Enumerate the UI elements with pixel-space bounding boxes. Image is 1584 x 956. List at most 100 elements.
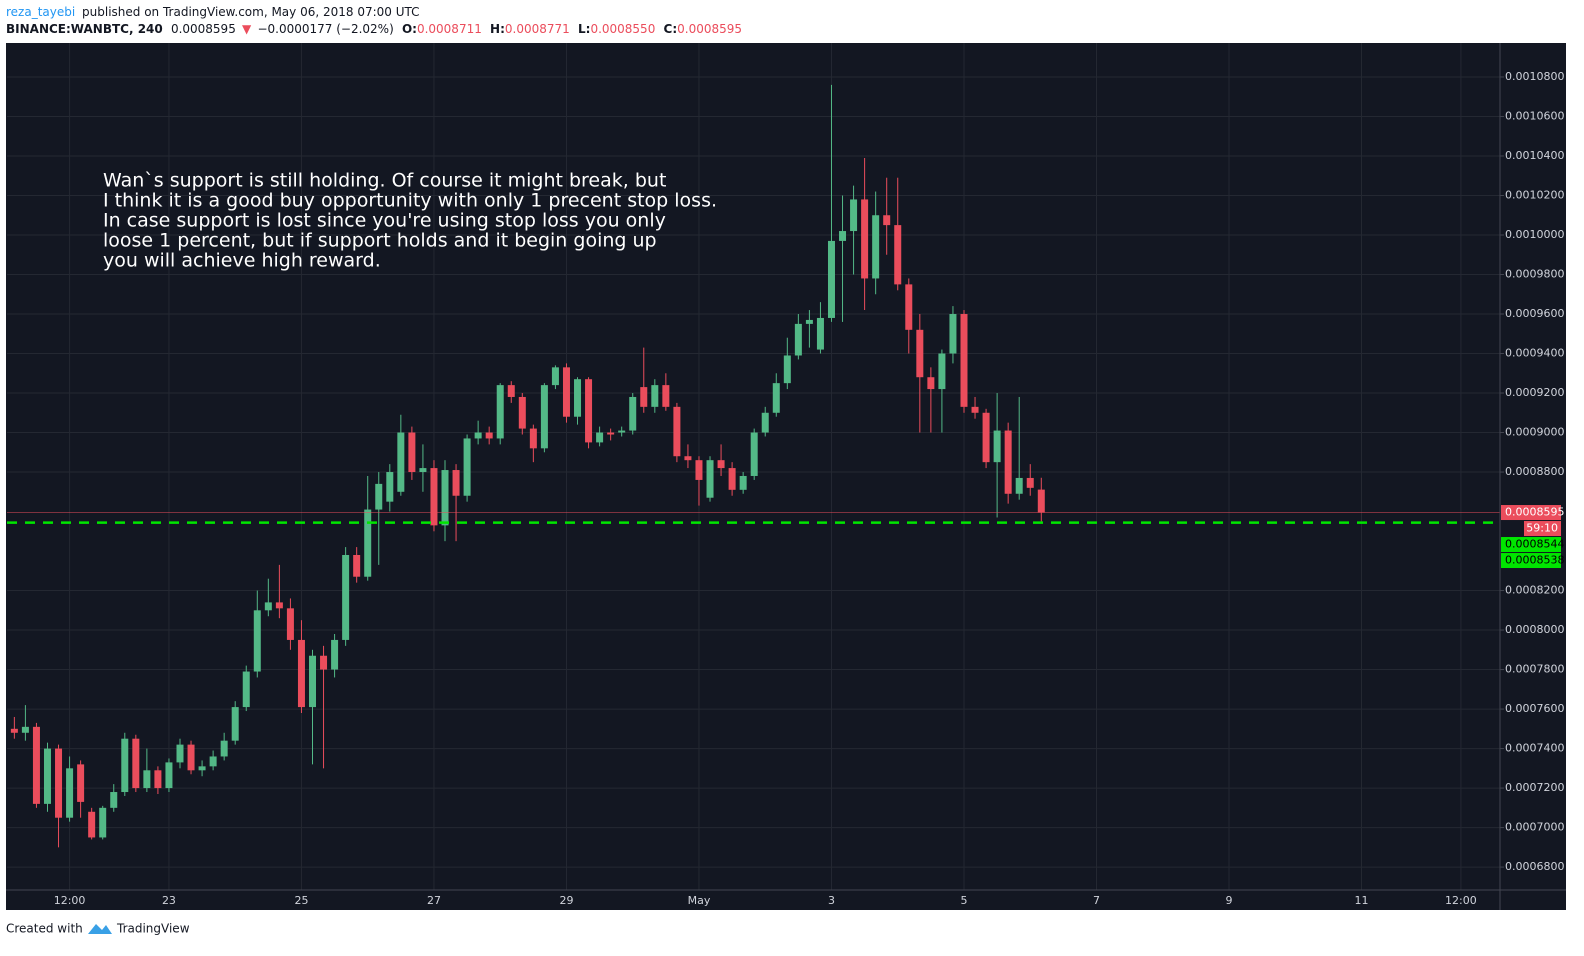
x-tick-label: 9 bbox=[1226, 894, 1233, 907]
candle-body bbox=[430, 468, 438, 526]
y-tick-label: 0.0010400 bbox=[1505, 149, 1565, 162]
candle-body bbox=[673, 406, 681, 457]
candle-body bbox=[297, 639, 305, 708]
y-tick-label: 0.0008800 bbox=[1505, 465, 1565, 478]
y-tick-label: 0.0009600 bbox=[1505, 307, 1565, 320]
candle-body bbox=[927, 377, 935, 390]
candle-body bbox=[761, 412, 769, 433]
candle-body bbox=[607, 432, 615, 435]
candle-body bbox=[551, 367, 559, 386]
annotation: I think it is a good buy opportunity wit… bbox=[103, 190, 717, 212]
candle-body bbox=[783, 355, 791, 384]
candle-body bbox=[408, 432, 416, 473]
candle-body bbox=[419, 468, 427, 473]
candle-body bbox=[872, 215, 880, 279]
candle-body bbox=[286, 608, 294, 640]
candle-body bbox=[629, 396, 637, 431]
candle-body bbox=[827, 240, 835, 318]
candle-body bbox=[99, 807, 107, 838]
candle-body bbox=[585, 379, 593, 443]
candle-body bbox=[938, 353, 946, 390]
y-tick-label: 0.0009800 bbox=[1505, 268, 1565, 281]
candle-body bbox=[143, 770, 151, 789]
y-tick-label: 0.0007200 bbox=[1505, 781, 1565, 794]
candle-body bbox=[1004, 430, 1012, 494]
candle-body bbox=[121, 738, 129, 793]
candle-body bbox=[309, 655, 317, 708]
candle-body bbox=[1026, 477, 1034, 488]
ohlc-value: 0.0008595 bbox=[677, 22, 742, 36]
y-tick-label: 0.0009400 bbox=[1505, 347, 1565, 360]
candle-body bbox=[32, 726, 40, 804]
symbol-line: BINANCE:WANBTC, 240 0.0008595 ▼ −0.00001… bbox=[6, 22, 742, 36]
candle-body bbox=[905, 284, 913, 330]
candle-body bbox=[518, 396, 526, 429]
candle-body bbox=[485, 432, 493, 439]
candle-body bbox=[949, 314, 957, 354]
candle-body bbox=[816, 317, 824, 350]
candle-body bbox=[275, 602, 283, 609]
candle-body bbox=[209, 756, 217, 767]
candle-body bbox=[695, 460, 703, 480]
candle-body bbox=[452, 470, 460, 496]
x-tick-label: 27 bbox=[427, 894, 441, 907]
candle-body bbox=[463, 438, 471, 496]
footer-brand[interactable]: TradingView bbox=[116, 922, 190, 936]
candle-body bbox=[662, 385, 670, 407]
x-tick-label: 11 bbox=[1355, 894, 1369, 907]
y-tick-label: 0.0006800 bbox=[1505, 860, 1565, 873]
candle-body bbox=[717, 460, 725, 469]
y-tick-label: 0.0007400 bbox=[1505, 742, 1565, 755]
ohlc-key: H: bbox=[490, 22, 505, 36]
candle-body bbox=[364, 509, 372, 577]
candle-body bbox=[540, 385, 548, 449]
candle-body bbox=[10, 728, 18, 733]
last: 0.0008595 bbox=[171, 22, 236, 36]
candle-body bbox=[562, 367, 570, 417]
last-price-label: 0.0008595 bbox=[1505, 506, 1565, 519]
candle-body bbox=[850, 199, 858, 232]
candle-body bbox=[993, 430, 1001, 463]
author[interactable]: reza_tayebi bbox=[6, 5, 75, 19]
candle-body bbox=[110, 792, 118, 808]
candle-body bbox=[1037, 489, 1045, 513]
candle-body bbox=[706, 460, 714, 498]
support-label-box bbox=[1501, 553, 1561, 569]
header-line: reza_tayebi published on TradingView.com… bbox=[6, 5, 420, 19]
x-tick-label: May bbox=[688, 894, 711, 907]
x-tick-label: 23 bbox=[162, 894, 176, 907]
candle-body bbox=[66, 768, 74, 818]
candle-body bbox=[43, 748, 51, 804]
y-tick-label: 0.0008000 bbox=[1505, 623, 1565, 636]
candle-body bbox=[320, 655, 328, 670]
countdown-box bbox=[1524, 521, 1561, 537]
y-tick-label: 0.0010200 bbox=[1505, 188, 1565, 201]
candle-body bbox=[397, 432, 405, 492]
change: −0.0000177 (−2.02%) bbox=[257, 22, 393, 36]
candle-body bbox=[982, 412, 990, 463]
candle-body bbox=[839, 231, 847, 241]
y-tick-label: 0.0007000 bbox=[1505, 821, 1565, 834]
footer-created: Created with bbox=[6, 922, 83, 936]
x-tick-label: 7 bbox=[1093, 894, 1100, 907]
x-tick-label: 25 bbox=[294, 894, 308, 907]
candle-body bbox=[264, 602, 272, 611]
candle-body bbox=[220, 740, 228, 757]
candle-body bbox=[971, 406, 979, 413]
candle-body bbox=[684, 456, 692, 461]
x-tick-label: 12:00 bbox=[1445, 894, 1477, 907]
candle-body bbox=[88, 811, 96, 838]
arrow: ▼ bbox=[242, 22, 252, 36]
candle-body bbox=[507, 385, 515, 397]
candle-body bbox=[187, 744, 195, 771]
candle-body bbox=[772, 383, 780, 413]
candle-body bbox=[574, 379, 582, 417]
y-tick-label: 0.0009000 bbox=[1505, 426, 1565, 439]
candle-body bbox=[353, 554, 361, 577]
ohlc-key: C: bbox=[664, 22, 678, 36]
ohlc-value: 0.0008771 bbox=[505, 22, 570, 36]
candle-body bbox=[529, 428, 537, 449]
y-tick-label: 0.0009200 bbox=[1505, 386, 1565, 399]
candle-body bbox=[960, 314, 968, 407]
